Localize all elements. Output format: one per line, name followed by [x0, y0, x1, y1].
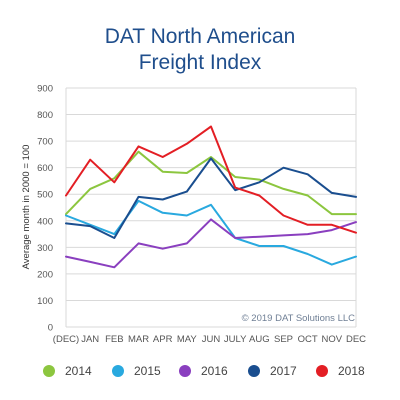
legend-item-2018: 2018	[316, 364, 365, 378]
y-tick-label-4: 400	[37, 216, 53, 227]
y-tick-label-9: 900	[37, 84, 53, 95]
series-line-2015	[65, 199, 357, 266]
y-tick-label-1: 100	[37, 296, 53, 307]
legend-label-2018: 2018	[338, 364, 365, 378]
legend-label-2014: 2014	[65, 364, 92, 378]
series-line-2018	[65, 125, 357, 234]
grid	[65, 87, 357, 328]
x-tick-label-3: MAR	[128, 334, 149, 345]
y-tick-label-7: 700	[37, 137, 53, 148]
y-axis-ticks: 0 100 200 300 400 500 600 700 800 900	[37, 84, 53, 334]
chart-title-line-2: Freight Index	[138, 51, 262, 74]
x-tick-label-10: OCT	[298, 334, 318, 345]
y-tick-label-8: 800	[37, 110, 53, 121]
legend-item-2014: 2014	[43, 364, 92, 378]
chart-title-line-1: DAT North American	[104, 25, 296, 48]
y-tick-label-0: 0	[48, 323, 53, 334]
x-tick-label-6: JUN	[202, 334, 221, 345]
x-tick-label-0: (DEC)	[53, 334, 79, 345]
legend-label-2017: 2017	[270, 364, 297, 378]
x-tick-label-12: DEC	[346, 334, 366, 345]
y-tick-label-5: 500	[37, 190, 53, 201]
y-tick-label-6: 600	[37, 163, 53, 174]
copyright-annotation: © 2019 DAT Solutions LLC	[242, 313, 355, 324]
x-tick-label-7: JULY	[224, 334, 247, 345]
legend-label-2015: 2015	[134, 364, 161, 378]
y-tick-label-2: 200	[37, 269, 53, 280]
x-tick-label-8: AUG	[249, 334, 270, 345]
x-axis-ticks: (DEC) JAN FEB MAR APR MAY JUN JULY AUG SEP OCT NOV D…	[53, 334, 366, 345]
series-line-2014	[65, 150, 357, 216]
legend-swatch-2017	[248, 365, 260, 377]
y-axis-label: Average month in 2000 = 100	[21, 145, 32, 270]
legend: 2014 2015 2016 2017 2018	[0, 364, 400, 382]
legend-item-2016: 2016	[179, 364, 228, 378]
series-lines	[65, 125, 357, 269]
y-tick-label-3: 300	[37, 243, 53, 254]
x-tick-label-4: APR	[153, 334, 173, 345]
legend-item-2015: 2015	[112, 364, 161, 378]
series-line-2017	[65, 157, 357, 239]
legend-swatch-2015	[112, 365, 124, 377]
legend-swatch-2016	[179, 365, 191, 377]
x-tick-label-1: JAN	[81, 334, 99, 345]
legend-swatch-2014	[43, 365, 55, 377]
legend-label-2016: 2016	[201, 364, 228, 378]
x-tick-label-11: NOV	[322, 334, 343, 345]
legend-item-2017: 2017	[248, 364, 297, 378]
x-tick-label-2: FEB	[105, 334, 123, 345]
legend-swatch-2018	[316, 365, 328, 377]
x-tick-label-9: SEP	[274, 334, 293, 345]
series-line-2016	[65, 218, 357, 269]
x-tick-label-5: MAY	[177, 334, 198, 345]
